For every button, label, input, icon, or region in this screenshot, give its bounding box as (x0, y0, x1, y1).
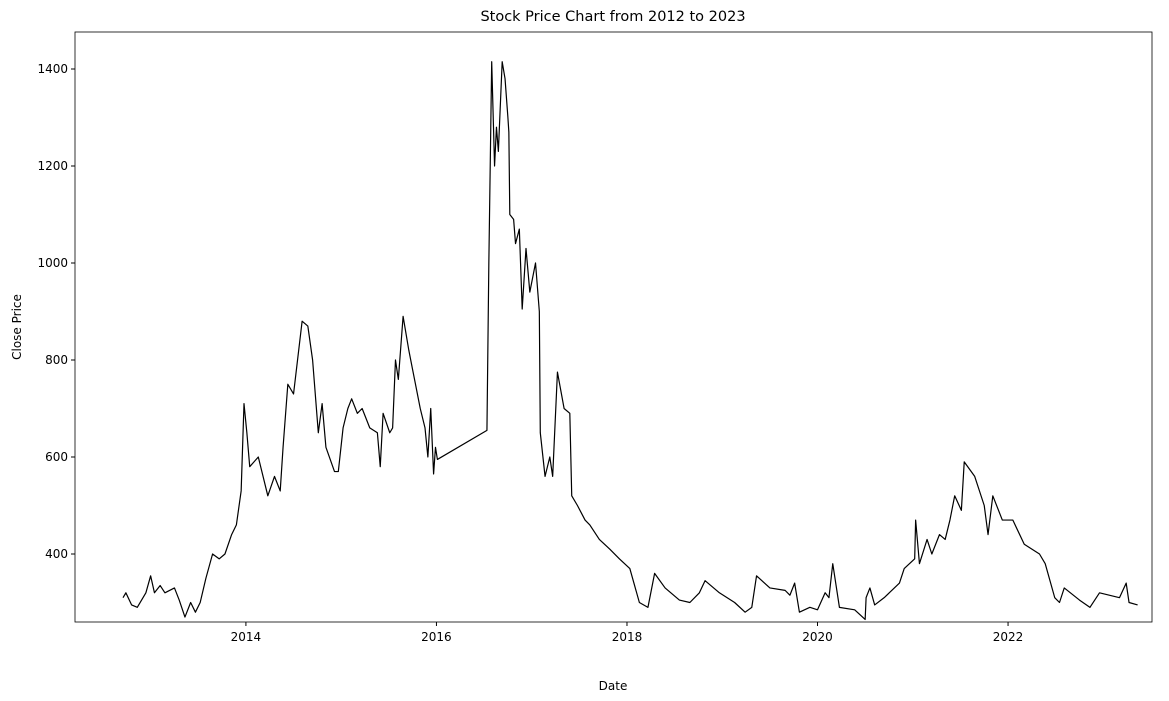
y-tick-label: 800 (45, 353, 68, 367)
x-tick-label: 2020 (802, 630, 833, 644)
plot-frame (74, 31, 1153, 623)
price-line (122, 61, 1138, 621)
y-tick-label: 600 (45, 450, 68, 464)
x-tick-label: 2014 (231, 630, 262, 644)
x-tick-label: 2016 (421, 630, 452, 644)
y-tick-label: 1000 (37, 256, 68, 270)
x-tick-label: 2018 (612, 630, 643, 644)
y-axis-label: Close Price (10, 294, 24, 360)
y-tick-label: 1200 (37, 159, 68, 173)
x-axis-label: Date (599, 679, 628, 693)
y-tick-label: 1400 (37, 62, 68, 76)
x-tick-label: 2022 (993, 630, 1024, 644)
chart-title: Stock Price Chart from 2012 to 2023 (480, 9, 745, 25)
y-tick-label: 400 (45, 547, 68, 561)
